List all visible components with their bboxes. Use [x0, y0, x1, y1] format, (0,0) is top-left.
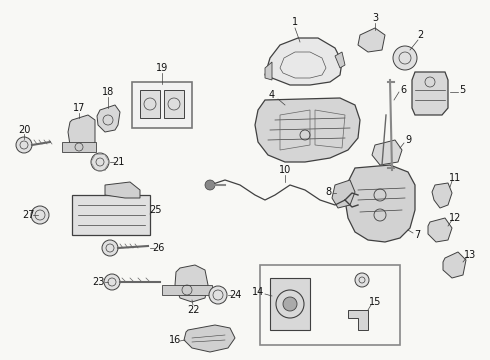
Text: 11: 11 — [449, 173, 461, 183]
Polygon shape — [265, 38, 342, 85]
Ellipse shape — [31, 206, 49, 224]
Text: 2: 2 — [417, 30, 423, 40]
Text: 16: 16 — [169, 335, 181, 345]
Text: 3: 3 — [372, 13, 378, 23]
Text: 25: 25 — [150, 205, 162, 215]
Polygon shape — [97, 105, 120, 132]
Bar — [72, 195, 150, 235]
Polygon shape — [62, 142, 96, 152]
Polygon shape — [345, 165, 415, 242]
Polygon shape — [68, 115, 95, 150]
Text: 18: 18 — [102, 87, 114, 97]
Text: 5: 5 — [459, 85, 465, 95]
Text: 9: 9 — [405, 135, 411, 145]
Polygon shape — [255, 98, 360, 162]
Text: 21: 21 — [112, 157, 124, 167]
Ellipse shape — [355, 273, 369, 287]
Polygon shape — [348, 310, 368, 330]
Text: 23: 23 — [92, 277, 104, 287]
Polygon shape — [162, 285, 212, 295]
Ellipse shape — [104, 274, 120, 290]
Polygon shape — [372, 140, 402, 165]
Text: 10: 10 — [279, 165, 291, 175]
Text: 26: 26 — [152, 243, 164, 253]
Polygon shape — [412, 72, 448, 115]
Ellipse shape — [393, 46, 417, 70]
Ellipse shape — [283, 297, 297, 311]
Text: 15: 15 — [369, 297, 381, 307]
Text: 1: 1 — [292, 17, 298, 27]
Text: 4: 4 — [269, 90, 275, 100]
Bar — [164, 90, 184, 118]
Bar — [140, 90, 160, 118]
Text: 27: 27 — [22, 210, 34, 220]
Ellipse shape — [205, 180, 215, 190]
Polygon shape — [175, 265, 208, 302]
Text: 7: 7 — [414, 230, 420, 240]
Text: 6: 6 — [400, 85, 406, 95]
Ellipse shape — [91, 153, 109, 171]
Bar — [270, 278, 310, 330]
Polygon shape — [184, 325, 235, 352]
Polygon shape — [335, 52, 345, 68]
Text: 24: 24 — [229, 290, 241, 300]
Text: 14: 14 — [252, 287, 264, 297]
Polygon shape — [443, 252, 466, 278]
Polygon shape — [332, 180, 355, 208]
Text: 20: 20 — [18, 125, 30, 135]
Polygon shape — [428, 218, 452, 242]
Ellipse shape — [102, 240, 118, 256]
Polygon shape — [105, 182, 140, 198]
Text: 12: 12 — [449, 213, 461, 223]
Ellipse shape — [209, 286, 227, 304]
Text: 8: 8 — [325, 187, 331, 197]
Polygon shape — [265, 62, 272, 80]
Bar — [132, 82, 192, 128]
Text: 13: 13 — [464, 250, 476, 260]
Polygon shape — [358, 28, 385, 52]
Text: 19: 19 — [156, 63, 168, 73]
Bar — [260, 265, 400, 345]
Polygon shape — [432, 183, 452, 208]
Ellipse shape — [16, 137, 32, 153]
Text: 22: 22 — [187, 305, 199, 315]
Text: 17: 17 — [73, 103, 85, 113]
